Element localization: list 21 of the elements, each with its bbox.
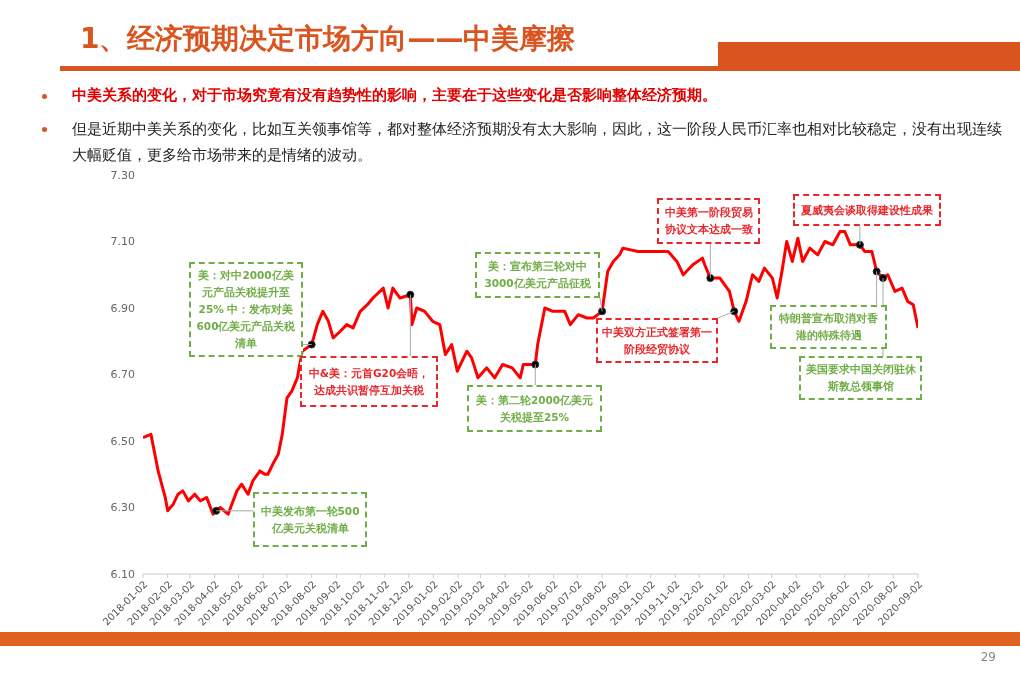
callout-box: 中&美：元首G20会晤，达成共识暂停互加关税 [300, 356, 438, 407]
y-tick-label: 6.50 [110, 434, 135, 448]
text: 但是近期中美关系的变化，比如互关领事馆等，都对整体经济预期没有太大影响，因此，这一阶段人民币汇率也相对比较稳定，没有出现连续大幅贬值，更多给市场带来的是情绪的波动。 [72, 119, 1003, 166]
y-tick-label: 6.10 [110, 567, 135, 581]
y-tick-label: 6.90 [110, 301, 135, 315]
y-tick-label: 7.30 [110, 168, 135, 182]
callout-box: 美：宣布第三轮对中3000亿美元产品征税 [475, 252, 600, 298]
y-tick-label: 6.70 [110, 368, 135, 382]
callout-box: 夏威夷会谈取得建设性成果 [793, 194, 941, 226]
callout-box: 中美发布第一轮500亿美元关税清单 [253, 492, 367, 547]
callout-box: 美国要求中国关闭驻休斯敦总领事馆 [799, 356, 922, 400]
callout-box: 中美双方正式签署第一阶段经贸协议 [596, 318, 718, 363]
chart-title: 1、经济预期决定市场方向——中美摩擦 [80, 21, 576, 57]
callout-box: 特朗普宣布取消对香港的特殊待遇 [770, 305, 887, 349]
y-tick-label: 6.30 [110, 501, 135, 515]
text: 29 [980, 650, 996, 664]
y-tick-label: 7.10 [110, 235, 135, 249]
callout-box: 中美第一阶段贸易协议文本达成一致 [657, 198, 760, 244]
callout-box: 美：对中2000亿美元产品关税提升至25% 中：发布对美600亿美元产品关税清单 [189, 262, 303, 357]
callout-box: 美：第二轮2000亿美元关税提至25% [467, 385, 602, 432]
chart-subtitle: 中美关系的变化，对于市场究竟有没有趋势性的影响，主要在于这些变化是否影响整体经济预期。 [72, 86, 717, 105]
